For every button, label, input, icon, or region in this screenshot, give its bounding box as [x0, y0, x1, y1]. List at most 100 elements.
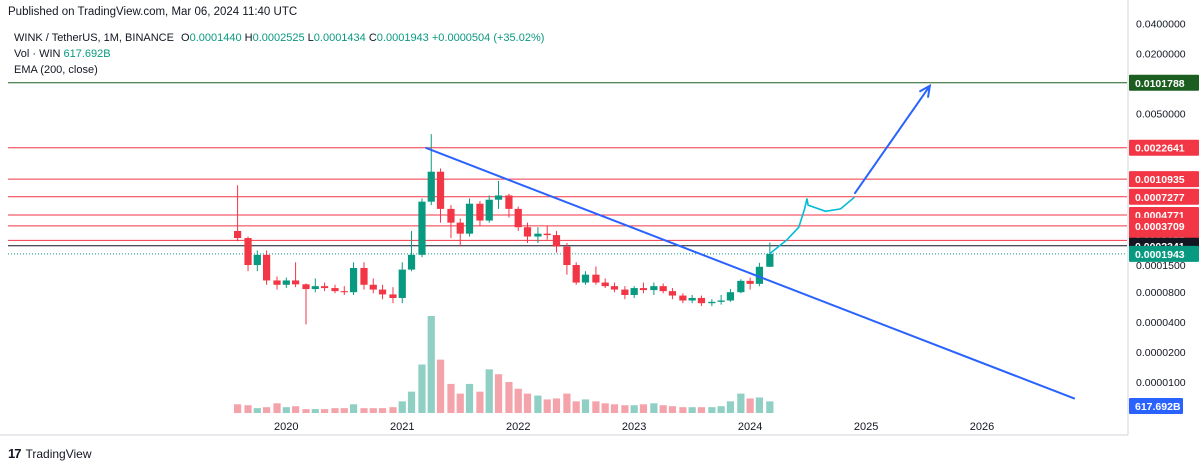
- volume-bar: [456, 393, 464, 413]
- volume-bar: [436, 359, 445, 413]
- price-level-badge: [1129, 171, 1199, 188]
- tradingview-logo-icon: 17: [8, 446, 22, 461]
- candle-body: [766, 253, 774, 267]
- legend-symbol[interactable]: WINK / TetherUS, 1M, BINANCE: [14, 32, 174, 44]
- candle-body: [755, 266, 764, 284]
- volume-bar: [572, 401, 580, 413]
- candle-body: [746, 280, 754, 284]
- volume-bar: [610, 404, 619, 413]
- descending-trendline: [425, 146, 1076, 400]
- volume-bars: [233, 316, 774, 413]
- volume-bar: [717, 406, 725, 413]
- price-level-label: 0.0010935: [1135, 174, 1185, 186]
- volume-bar: [340, 408, 348, 413]
- candle-body: [302, 284, 310, 290]
- legend-close-value: 0.0001943: [376, 32, 429, 44]
- volume-badge-label: 617.692B: [1135, 401, 1181, 413]
- volume-bar: [621, 405, 629, 413]
- volume-bar: [755, 397, 764, 413]
- footer-brand-text: TradingView: [25, 446, 92, 461]
- legend-ema-label: EMA (200, close): [14, 64, 98, 76]
- volume-bar: [389, 407, 397, 413]
- legend-change-value: +0.0000504 (+35.02%): [431, 32, 545, 44]
- volume-bar: [726, 401, 735, 413]
- candle-body: [543, 233, 551, 236]
- volume-bar: [688, 407, 696, 413]
- volume-bar: [534, 395, 542, 413]
- candle-body: [572, 265, 580, 283]
- candle-body: [389, 294, 397, 298]
- chart-legend: WINK / TetherUS, 1M, BINANCE O0.0001440 …: [14, 30, 544, 78]
- volume-bar: [369, 408, 377, 413]
- price-level-label: 0.0101788: [1135, 78, 1185, 90]
- candle-body: [418, 201, 426, 255]
- volume-bar: [746, 398, 754, 413]
- candle-body: [621, 289, 629, 295]
- candle-body: [659, 286, 667, 292]
- volume-bar: [679, 407, 687, 413]
- last-price-badge: [1129, 245, 1199, 262]
- drawings: [425, 83, 1076, 400]
- candle-body: [262, 254, 271, 281]
- volume-bar: [398, 401, 406, 413]
- volume-bar: [697, 407, 706, 413]
- x-axis-tick-label: 2024: [738, 421, 762, 433]
- candle-body: [688, 297, 696, 301]
- legend-open-value: 0.0001440: [189, 32, 242, 44]
- legend-volume-row[interactable]: Vol · WIN 617.692B: [14, 46, 544, 62]
- candle-body: [581, 274, 590, 283]
- x-axis-tick-label: 2020: [274, 421, 298, 433]
- volume-bar: [737, 393, 745, 413]
- volume-bar: [494, 374, 503, 413]
- candle-body: [340, 291, 348, 293]
- volume-bar: [331, 408, 339, 413]
- legend-ohlc-row: WINK / TetherUS, 1M, BINANCE O0.0001440 …: [14, 30, 544, 46]
- volume-bar: [349, 404, 358, 413]
- y-axis-tick-label: 0.0003709: [1136, 221, 1186, 233]
- candle-body: [331, 288, 339, 292]
- candle-body: [407, 254, 416, 270]
- price-level-badge: [1129, 207, 1199, 224]
- volume-bar: [418, 364, 426, 413]
- volume-bar: [650, 403, 658, 413]
- volume-bar: [630, 405, 638, 413]
- candle-body: [505, 195, 513, 209]
- legend-h-label: H: [244, 32, 253, 44]
- candle-body: [668, 291, 677, 296]
- candle-body: [485, 199, 493, 221]
- legend-o-label: O: [181, 32, 190, 44]
- volume-bar: [427, 316, 435, 413]
- candle-body: [320, 286, 329, 289]
- y-axis-tick-label: 0.0050000: [1136, 109, 1186, 121]
- volume-bar: [581, 399, 590, 413]
- volume-bar: [601, 403, 609, 413]
- volume-bar: [523, 393, 532, 413]
- y-axis-tick-label: 0.0000400: [1136, 317, 1186, 329]
- candle-body: [427, 171, 435, 202]
- candle-body: [630, 288, 638, 295]
- footer-brand[interactable]: 17 TradingView: [8, 446, 92, 461]
- y-axis-tick-label: 0.0400000: [1136, 19, 1186, 31]
- price-level-badge: [1129, 74, 1199, 91]
- legend-c-label: C: [368, 32, 377, 44]
- y-axis-tick-label: 0.0200000: [1136, 49, 1186, 61]
- candle-body: [244, 238, 252, 266]
- y-axis-tick-label: 0.0000200: [1136, 347, 1186, 359]
- volume-bar: [476, 391, 484, 413]
- volume-bar: [659, 405, 667, 413]
- candle-body: [398, 269, 406, 298]
- candle-body: [679, 295, 687, 301]
- candle-body: [456, 222, 464, 234]
- candle-body: [291, 280, 300, 285]
- candle-body: [436, 171, 445, 209]
- candle-body: [737, 280, 745, 293]
- published-caption: Published on TradingView.com, Mar 06, 20…: [8, 6, 298, 18]
- volume-badge: [1129, 398, 1183, 414]
- price-level-label: 0.0007277: [1135, 192, 1185, 204]
- volume-bar: [378, 408, 387, 413]
- volume-bar: [766, 401, 774, 413]
- candle-body: [563, 246, 571, 266]
- legend-ema-row[interactable]: EMA (200, close): [14, 62, 544, 78]
- price-level-badge: [1129, 217, 1199, 234]
- candle-body: [447, 208, 455, 223]
